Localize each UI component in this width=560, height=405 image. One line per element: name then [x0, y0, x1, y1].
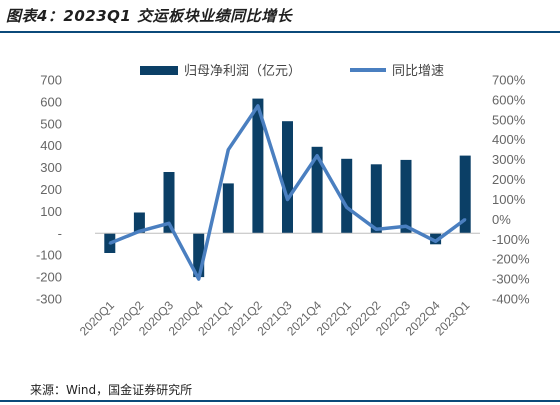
- left-tick-label: 500: [40, 116, 62, 131]
- line-point-2023Q1: [464, 218, 467, 221]
- right-tick-label: 200%: [492, 172, 526, 187]
- legend-swatch-bar: [140, 66, 178, 75]
- left-tick-label: 100: [40, 204, 62, 219]
- bar-2020Q2: [133, 212, 145, 234]
- line-point-2020Q2: [138, 230, 141, 233]
- bar-2021Q4: [311, 146, 323, 234]
- bar-series: [104, 98, 471, 278]
- left-tick-label: 200: [40, 182, 62, 197]
- bar-2021Q1: [222, 183, 234, 234]
- x-axis-labels: 2020Q12020Q22020Q32020Q42021Q12021Q22021…: [77, 298, 473, 338]
- right-tick-label: 700%: [492, 73, 526, 88]
- left-tick-label: -200: [36, 270, 62, 285]
- line-point-2021Q2: [256, 104, 260, 108]
- right-axis: 700% 600% 500% 400% 300% 200% 100% 0% -100% -200%…: [492, 73, 530, 307]
- right-tick-label: 600%: [492, 92, 526, 107]
- bar-2020Q3: [163, 172, 175, 234]
- bar-2021Q3: [282, 121, 293, 234]
- line-point-2022Q4: [434, 240, 437, 243]
- line-point-2021Q4: [315, 154, 319, 157]
- bar-2022Q1: [341, 158, 353, 234]
- line-point-2022Q1: [345, 206, 348, 209]
- chart: 归母净利润（亿元） 同比增速 700 600 500 400 300 200 100 - -100…: [36, 64, 530, 338]
- left-tick-label: -300: [36, 292, 62, 307]
- right-tick-label: 0%: [492, 212, 511, 227]
- left-tick-label: -100: [36, 248, 62, 263]
- left-tick-label: -: [58, 226, 62, 241]
- line-point-2020Q3: [167, 222, 171, 225]
- right-tick-label: -100%: [492, 232, 530, 247]
- right-tick-label: 400%: [492, 132, 526, 147]
- source-note: 来源：Wind，国金证券研究所: [30, 383, 193, 397]
- bar-2022Q3: [400, 159, 412, 234]
- bar-2022Q2: [370, 164, 382, 234]
- legend-label-line: 同比增速: [392, 64, 444, 79]
- line-point-2021Q1: [227, 148, 230, 151]
- right-tick-label: -400%: [492, 292, 530, 307]
- line-point-2020Q4: [197, 277, 200, 281]
- right-tick-label: 300%: [492, 152, 526, 167]
- left-tick-label: 600: [40, 94, 62, 109]
- legend-label-bar: 归母净利润（亿元）: [184, 64, 301, 79]
- right-tick-label: 500%: [492, 112, 526, 127]
- right-tick-label: -300%: [492, 272, 530, 287]
- line-point-2020Q1: [108, 242, 112, 245]
- line-point-2022Q3: [404, 225, 408, 228]
- legend: 归母净利润（亿元） 同比增速: [140, 64, 444, 79]
- title-rule: [0, 31, 560, 33]
- left-tick-label: 300: [40, 160, 62, 175]
- left-tick-label: 700: [40, 73, 62, 88]
- bar-2021Q2: [252, 98, 264, 234]
- bar-2023Q1: [459, 155, 471, 234]
- line-series: [108, 104, 467, 281]
- line-point-2022Q2: [375, 228, 378, 231]
- line-point-2021Q3: [286, 198, 289, 201]
- left-tick-label: 400: [40, 138, 62, 153]
- left-axis: 700 600 500 400 300 200 100 - -100 -200 -300: [36, 73, 62, 307]
- bar-2020Q4: [193, 233, 205, 278]
- right-tick-label: 100%: [492, 192, 526, 207]
- bottom-rule: [0, 400, 560, 402]
- bar-2022Q4: [430, 233, 442, 245]
- right-tick-label: -200%: [492, 252, 530, 267]
- chart-title: 图表4：2023Q1 交运板块业绩同比增长: [6, 7, 293, 25]
